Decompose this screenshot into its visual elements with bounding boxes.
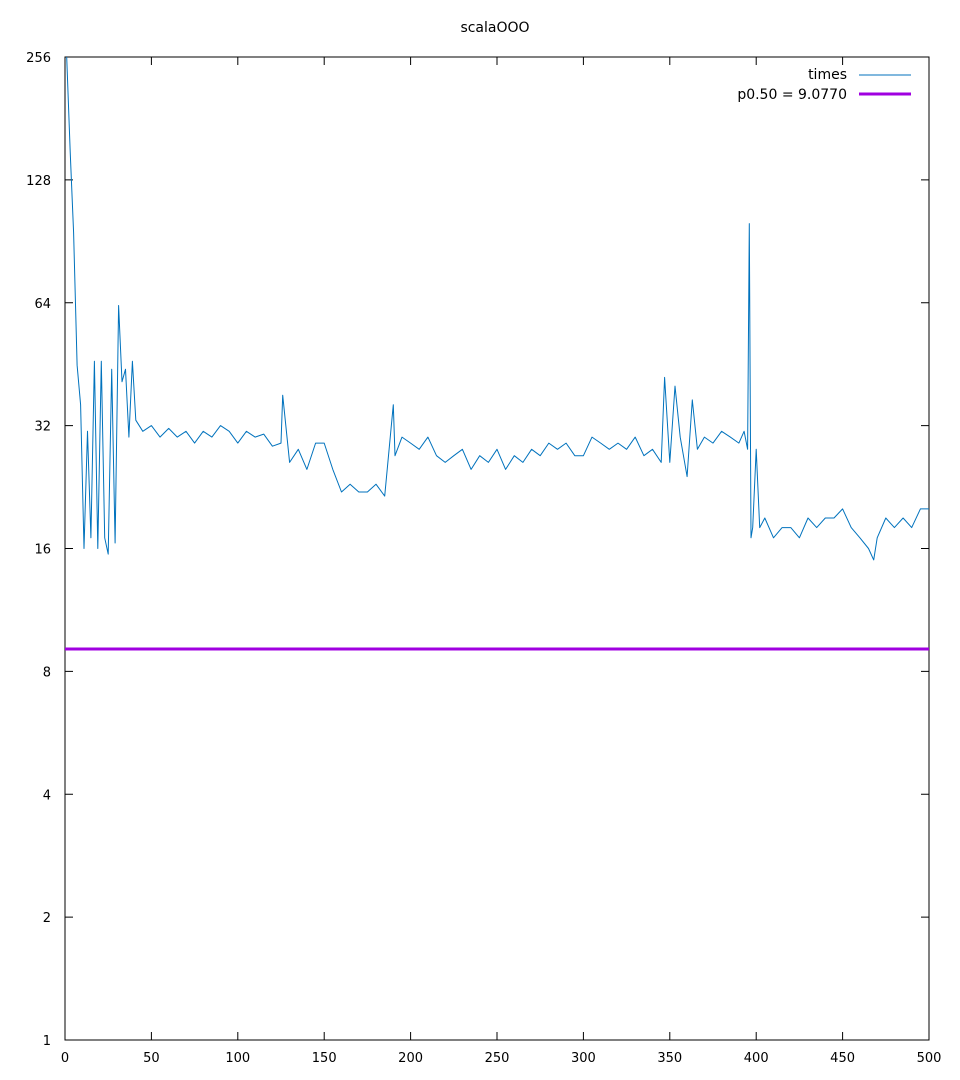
y-tick-label: 64 xyxy=(34,297,51,312)
x-tick-label: 400 xyxy=(744,1051,769,1066)
y-tick-label: 128 xyxy=(26,174,51,189)
y-tick-label: 16 xyxy=(34,543,51,558)
x-tick-label: 450 xyxy=(830,1051,855,1066)
x-tick-label: 0 xyxy=(61,1051,69,1066)
legend-label-median: p0.50 = 9.0770 xyxy=(737,87,847,103)
legend-label-times: times xyxy=(808,67,847,83)
x-tick-label: 150 xyxy=(312,1051,337,1066)
plot-area-border xyxy=(64,56,930,1041)
legend: times p0.50 = 9.0770 xyxy=(737,67,911,103)
x-tick-label: 250 xyxy=(485,1051,510,1066)
y-tick-label: 2 xyxy=(43,911,51,926)
chart-title: scalaOOO xyxy=(460,20,529,36)
y-tick-label: 256 xyxy=(26,51,51,66)
series-marks xyxy=(65,56,929,651)
x-tick-label: 50 xyxy=(143,1051,160,1066)
series-line-times xyxy=(66,56,929,561)
y-tick-label: 32 xyxy=(34,420,51,435)
axes-frame xyxy=(64,56,930,1041)
y-tick-label: 8 xyxy=(43,665,51,680)
x-tick-label: 350 xyxy=(657,1051,682,1066)
y-tick-label: 1 xyxy=(43,1034,51,1049)
x-tick-label: 100 xyxy=(225,1051,250,1066)
x-tick-label: 500 xyxy=(917,1051,942,1066)
axis-ticks: 0 50 100 150 200 250 300 350 400 450 500 1 2 4 8 16 32 64… xyxy=(26,51,941,1066)
x-tick-label: 300 xyxy=(571,1051,596,1066)
x-tick-label: 200 xyxy=(398,1051,423,1066)
y-tick-label: 4 xyxy=(43,788,51,803)
